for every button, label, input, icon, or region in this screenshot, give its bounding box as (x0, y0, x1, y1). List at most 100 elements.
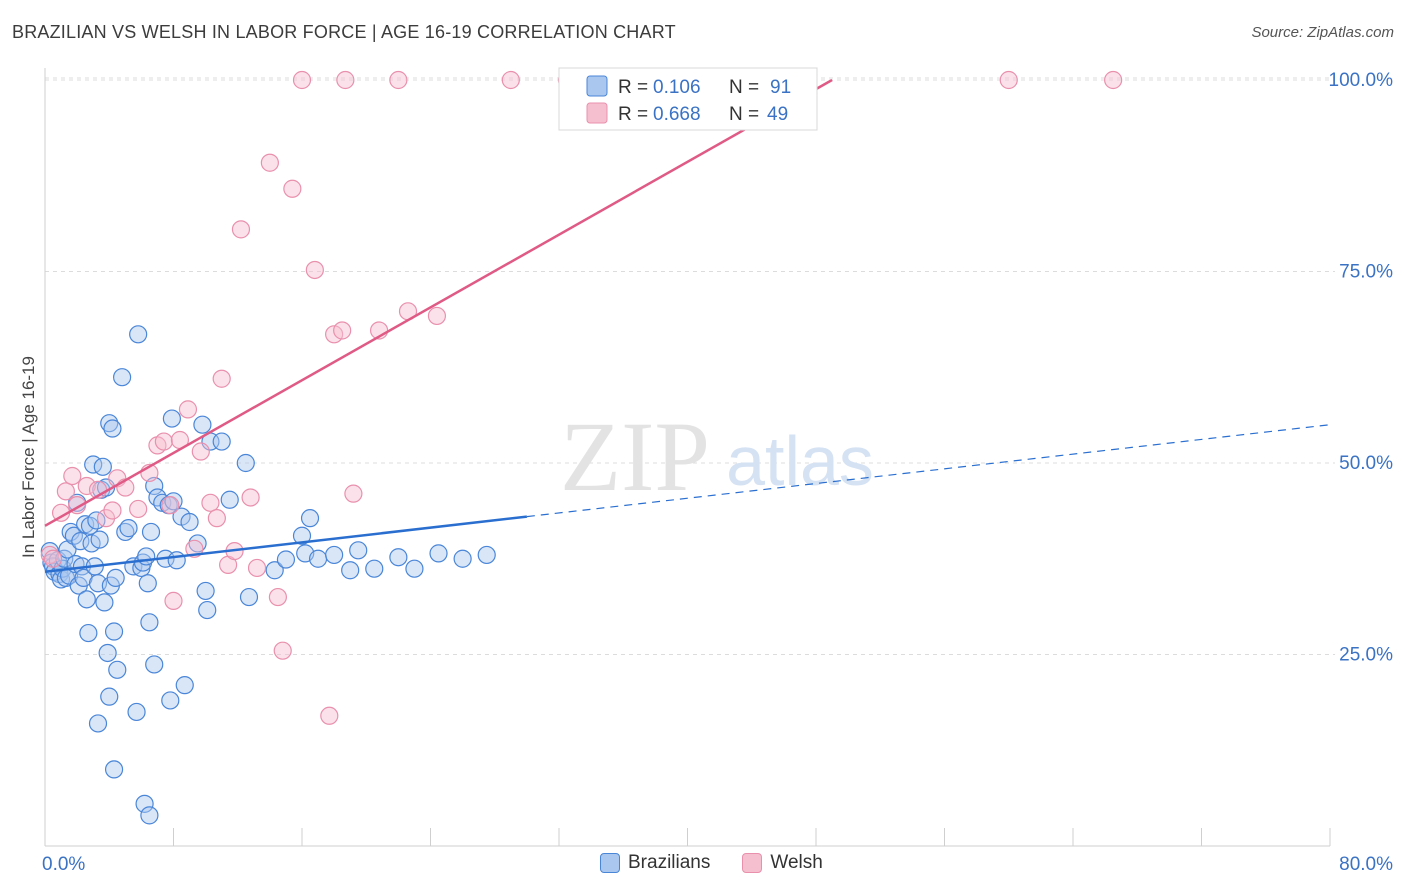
brazilians-point (300, 509, 320, 528)
welsh-point (501, 70, 520, 90)
welsh-point (333, 321, 352, 340)
welsh-point (292, 70, 312, 90)
welsh-point (77, 476, 96, 496)
welsh-point (999, 70, 1018, 90)
legend-bottom: Brazilians Welsh (600, 852, 845, 874)
brazilians-point (453, 549, 472, 568)
welsh-point (1104, 70, 1123, 90)
brazilians-point (236, 453, 255, 473)
brazilians-point (100, 414, 119, 433)
brazilians-point (198, 600, 217, 620)
brazilians-point (71, 532, 90, 551)
y-tick-label: 25.0% (1339, 645, 1393, 666)
watermark-atlas: atlas (726, 422, 874, 500)
legend-item-brazilians: Brazilians (600, 852, 710, 874)
brazilians-point (188, 534, 207, 553)
legend-item-welsh: Welsh (742, 852, 823, 874)
legend-swatch-welsh (586, 102, 608, 124)
x-tick-label: 0.0% (42, 854, 85, 875)
legend-swatch-welsh (742, 853, 763, 873)
brazilians-point (477, 545, 496, 565)
brazilians-point (145, 655, 164, 674)
legend-label-brazilians: Brazilians (628, 852, 711, 873)
brazilians-point (429, 544, 448, 563)
brazilians-point (405, 559, 424, 578)
brazilians-point (127, 702, 146, 722)
y-tick-label: 50.0% (1339, 453, 1393, 474)
welsh-point (207, 509, 226, 528)
legend-n-label: N = (729, 77, 759, 98)
watermark: ZIP atlas (560, 401, 874, 512)
axes (44, 68, 1331, 847)
brazilians-point (140, 806, 159, 825)
grid-lines (45, 77, 1335, 655)
brazilians-point (77, 590, 96, 609)
welsh-point (161, 496, 180, 515)
welsh-point (247, 558, 267, 578)
brazilians-point (90, 530, 109, 549)
welsh-point (63, 466, 82, 486)
welsh-point (389, 70, 408, 90)
welsh-point (427, 306, 447, 326)
brazilians-point (180, 512, 199, 532)
welsh-point (43, 549, 63, 568)
welsh-point (273, 641, 292, 660)
brazilians-point (193, 415, 212, 434)
y-tick-label: 100.0% (1329, 70, 1394, 91)
trend-lines (44, 78, 1331, 574)
chart-title: BRAZILIAN VS WELSH IN LABOR FORCE | AGE … (12, 22, 676, 42)
brazilians-point (95, 593, 114, 612)
brazilians-point (104, 760, 124, 779)
legend-top: R = 0.106 N = 91 R = 0.668 N = 49 (558, 67, 818, 131)
brazilians-point (106, 568, 125, 588)
legend-r-label: R = (618, 77, 648, 98)
brazilians-point (98, 643, 117, 663)
y-axis-label: In Labor Force | Age 16-19 (19, 356, 38, 558)
y-tick-labels: 25.0% 50.0% 75.0% 100.0% (1329, 70, 1394, 666)
brazilians-trend-extension (526, 424, 1331, 518)
brazilians-point (265, 561, 284, 580)
welsh-point (191, 442, 210, 461)
welsh-point (344, 484, 363, 503)
legend-swatch-brazilians (600, 853, 620, 873)
brazilians-point (162, 409, 181, 428)
welsh-point (129, 499, 148, 519)
brazilians-point (119, 519, 138, 538)
legend-swatch-brazilians (586, 75, 608, 97)
brazilians-point (88, 714, 108, 733)
legend-n-value: 49 (767, 104, 788, 125)
welsh-point (336, 70, 355, 90)
welsh-point (283, 179, 302, 198)
brazilians-point (325, 545, 344, 565)
brazilians-point (137, 547, 156, 566)
brazilians-point (100, 687, 119, 706)
brazilians-point (308, 549, 328, 568)
brazilians-point (129, 325, 148, 344)
legend-n-value: 91 (770, 77, 791, 98)
brazilians-point (167, 551, 186, 570)
brazilians-point (135, 794, 154, 813)
welsh-point (56, 482, 75, 501)
brazilians-point (175, 676, 194, 695)
welsh-point (178, 400, 198, 419)
welsh-point (305, 260, 324, 280)
brazilians-point (212, 432, 231, 451)
brazilians-point (104, 622, 124, 641)
brazilians-point (140, 613, 159, 632)
brazilians-point (239, 587, 259, 607)
brazilians-point (141, 522, 161, 542)
welsh-point (103, 501, 122, 520)
brazilians-point (196, 581, 215, 601)
brazilians-point (220, 490, 239, 509)
welsh-point (268, 587, 288, 607)
brazilians-point (108, 660, 127, 679)
legend-label-welsh: Welsh (770, 852, 823, 873)
x-tick-label: 80.0% (1339, 854, 1393, 875)
watermark-zip: ZIP (560, 401, 710, 512)
y-tick-label: 75.0% (1339, 262, 1393, 283)
brazilians-point (341, 561, 360, 580)
brazilians-point (276, 550, 296, 569)
source-label: Source: ZipAtlas.com (1251, 24, 1394, 41)
brazilians-point (161, 691, 180, 710)
